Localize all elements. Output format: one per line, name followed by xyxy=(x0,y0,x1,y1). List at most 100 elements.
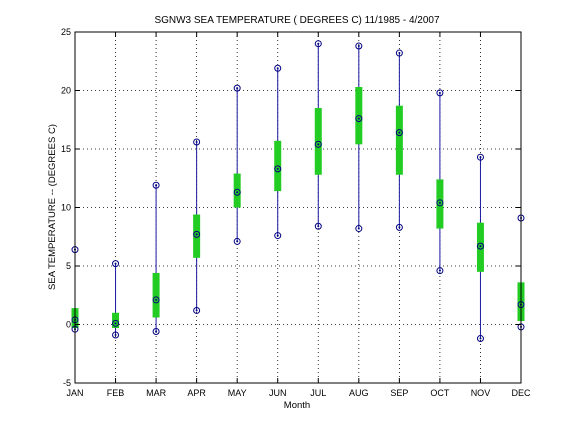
iqr-box xyxy=(152,273,160,318)
max-marker-dot xyxy=(155,184,158,187)
min-marker-dot xyxy=(236,240,239,243)
month-box-oct xyxy=(436,89,444,275)
y-tick-label: 10 xyxy=(61,203,71,213)
min-marker-dot xyxy=(195,309,198,312)
x-axis-label: Month xyxy=(284,400,310,411)
median-marker xyxy=(436,199,444,207)
grid xyxy=(75,32,521,383)
y-tick-label: -5 xyxy=(63,378,71,388)
y-tick-label: 0 xyxy=(66,320,71,330)
max-marker-dot xyxy=(357,45,360,48)
plot-frame xyxy=(74,31,522,384)
x-tick-label: SEP xyxy=(390,388,408,398)
median-marker-dot xyxy=(195,233,198,236)
month-box-feb xyxy=(112,260,120,339)
median-marker-dot xyxy=(438,201,441,204)
y-axis-ticks: -5 0 5 10 15 20 25 xyxy=(61,27,521,388)
min-marker-dot xyxy=(276,234,279,237)
chart-title: SGNW3 SEA TEMPERATURE ( DEGREES C) 11/19… xyxy=(154,15,440,26)
median-marker xyxy=(314,140,322,148)
min-marker-dot xyxy=(438,269,441,272)
max-marker-dot xyxy=(114,262,117,265)
x-tick-label: JUL xyxy=(310,388,326,398)
max-marker xyxy=(314,40,322,48)
median-marker xyxy=(152,296,160,304)
median-marker-dot xyxy=(276,167,279,170)
median-marker-dot xyxy=(479,245,482,248)
x-tick-label: DEC xyxy=(511,388,531,398)
x-tick-label: JAN xyxy=(66,388,83,398)
median-marker-dot xyxy=(357,117,360,120)
month-box-aug xyxy=(355,42,363,233)
min-marker-dot xyxy=(317,225,320,228)
max-marker-dot xyxy=(195,140,198,143)
max-marker xyxy=(233,84,241,92)
min-marker xyxy=(152,328,160,336)
median-marker-dot xyxy=(317,143,320,146)
iqr-box xyxy=(436,179,444,229)
month-box-may xyxy=(233,84,241,245)
iqr-box xyxy=(233,173,241,208)
median-marker-dot xyxy=(398,131,401,134)
min-marker xyxy=(274,232,282,240)
max-marker xyxy=(476,153,484,161)
median-marker xyxy=(395,129,403,137)
x-tick-label: APR xyxy=(187,388,206,398)
min-marker xyxy=(355,225,363,233)
x-tick-label: JUN xyxy=(269,388,287,398)
median-marker xyxy=(112,319,120,327)
median-marker xyxy=(274,165,282,173)
max-marker xyxy=(355,42,363,50)
max-marker-dot xyxy=(438,91,441,94)
month-box-mar xyxy=(152,181,160,336)
min-marker-dot xyxy=(479,337,482,340)
median-marker xyxy=(233,188,241,196)
iqr-box xyxy=(193,214,201,258)
max-marker xyxy=(274,64,282,72)
median-marker xyxy=(193,230,201,238)
max-marker xyxy=(436,89,444,97)
month-box-apr xyxy=(193,138,201,314)
min-marker xyxy=(233,237,241,245)
x-tick-label: OCT xyxy=(430,388,450,398)
max-marker xyxy=(152,181,160,189)
min-marker xyxy=(193,306,201,314)
min-marker-dot xyxy=(357,227,360,230)
min-marker-dot xyxy=(398,226,401,229)
x-tick-label: MAR xyxy=(146,388,167,398)
y-tick-label: 25 xyxy=(61,27,71,37)
x-tick-label: AUG xyxy=(349,388,369,398)
min-marker-dot xyxy=(114,334,117,337)
min-marker xyxy=(314,222,322,230)
median-marker-dot xyxy=(114,322,117,325)
max-marker-dot xyxy=(317,42,320,45)
max-marker-dot xyxy=(236,87,239,90)
month-box-jun xyxy=(274,64,282,240)
min-marker xyxy=(476,335,484,343)
median-marker xyxy=(476,242,484,250)
min-marker xyxy=(112,331,120,339)
month-box-nov xyxy=(476,153,484,343)
max-marker xyxy=(112,260,120,268)
y-tick-label: 15 xyxy=(61,144,71,154)
month-box-sep xyxy=(395,49,403,231)
max-marker-dot xyxy=(276,67,279,70)
median-marker-dot xyxy=(236,191,239,194)
x-axis-ticks: JAN FEB MAR APR MAY JUN JUL AUG SEP OCT NOV DEC xyxy=(66,32,531,398)
max-marker xyxy=(193,138,201,146)
data-layer xyxy=(71,40,525,343)
x-tick-label: FEB xyxy=(107,388,125,398)
min-marker xyxy=(395,223,403,231)
y-tick-label: 5 xyxy=(66,261,71,271)
max-marker xyxy=(395,49,403,57)
x-tick-label: MAY xyxy=(228,388,247,398)
median-marker xyxy=(355,115,363,123)
iqr-box xyxy=(476,222,484,272)
max-marker-dot xyxy=(479,156,482,159)
min-marker xyxy=(436,267,444,275)
iqr-box xyxy=(395,105,403,175)
median-marker-dot xyxy=(155,298,158,301)
y-axis-label: SEA TEMPERATURE -- (DEGREES C) xyxy=(47,124,58,290)
min-marker-dot xyxy=(155,330,158,333)
